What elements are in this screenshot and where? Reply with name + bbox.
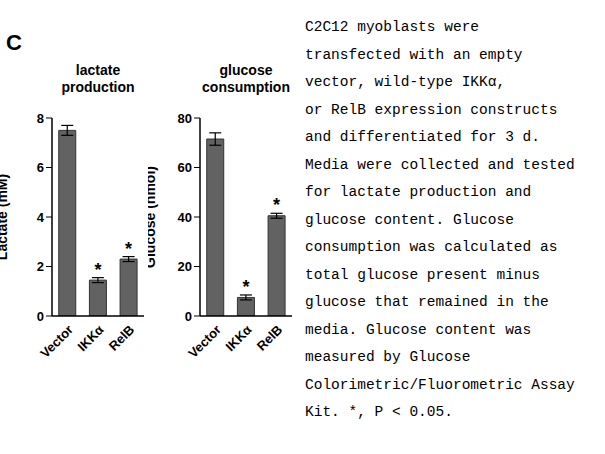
html-text:glucose consumption: glucose consumption [202,62,290,95]
svg-text:0: 0 [185,309,192,324]
html-text:Kit. *, P < 0.05.: Kit. *, P < 0.05. [305,404,453,420]
html-text:or RelB expression constructs: or RelB expression constructs [305,101,558,118]
html-text:media. Glucose content was: media. Glucose content was [305,321,532,338]
svg-text:0: 0 [37,309,44,324]
html-text:total glucose present minus: total glucose present minus [305,266,540,283]
svg-text:RelB: RelB [254,322,286,354]
svg-text:6: 6 [37,160,44,175]
svg-text:*: * [94,260,101,280]
html-text:lactate production: lactate production [61,62,135,95]
html-text:glucose that remained in the: glucose that remained in the [305,294,549,310]
html-text:C2C12 myoblasts were: C2C12 myoblasts were [305,19,479,35]
svg-text:Vector: Vector [185,322,224,361]
svg-text:2: 2 [37,259,44,274]
svg-text:60: 60 [178,160,192,175]
html-text:Media were collected and teste: Media were collected and tested [305,156,575,173]
svg-text:20: 20 [178,259,192,274]
svg-text:Lactate (mM): Lactate (mM) [8,174,10,260]
html-text:measured by Glucose: measured by Glucose [305,349,471,365]
svg-text:80: 80 [178,111,192,126]
svg-text:Glucose (nmol): Glucose (nmol) [148,166,158,268]
html-text:glucose content. Glucose: glucose content. Glucose [305,211,514,228]
html-text:Colorimetric/Fluorometric Assa: Colorimetric/Fluorometric Assay [305,376,575,393]
svg-text:4: 4 [37,210,45,225]
html-text:for lactate production and: for lactate production and [305,184,532,200]
html-text:vector, wild-type IKKα,: vector, wild-type IKKα, [305,74,506,90]
svg-text:*: * [273,195,280,215]
svg-text:8: 8 [37,111,44,126]
svg-text:IKKα: IKKα [223,322,255,354]
svg-text:*: * [242,277,249,297]
svg-text:RelB: RelB [106,322,138,354]
html-text:C: C [6,30,22,55]
svg-text:Vector: Vector [37,322,76,361]
html-text:and differentiated for 3 d.: and differentiated for 3 d. [305,129,540,145]
svg-text:IKKα: IKKα [75,322,107,354]
html-text:transfected with an empty: transfected with an empty [305,46,523,63]
html-text:consumption was calculated as: consumption was calculated as [305,239,558,255]
svg-text:*: * [125,239,132,259]
svg-text:40: 40 [178,210,192,225]
